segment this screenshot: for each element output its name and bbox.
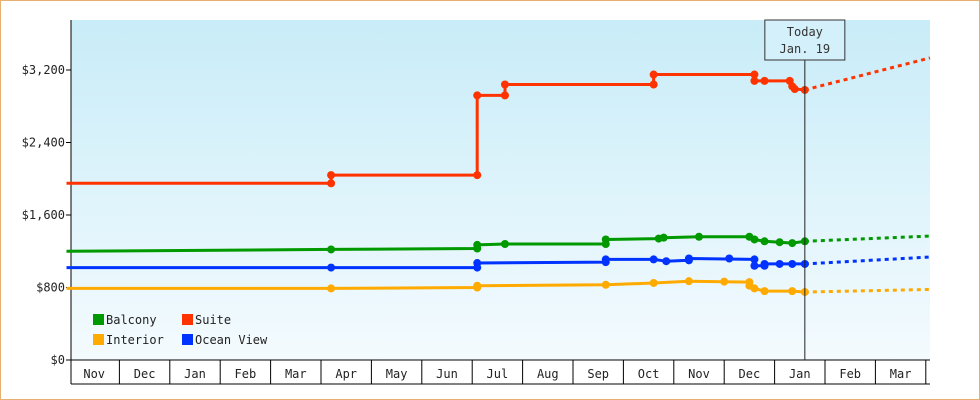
month-label: Dec [134, 367, 156, 381]
legend-item-ocean-view: Ocean View [182, 333, 268, 347]
legend-item-balcony: Balcony [93, 313, 157, 327]
data-point [649, 255, 658, 264]
data-point [788, 259, 797, 268]
month-label: Dec [739, 367, 761, 381]
data-point [750, 284, 759, 293]
data-point [601, 235, 610, 244]
data-point [473, 171, 482, 180]
data-point [473, 240, 482, 249]
data-point [775, 238, 784, 247]
data-point [659, 233, 668, 242]
month-label: May [386, 367, 408, 381]
data-point [327, 171, 336, 180]
data-point [790, 85, 799, 94]
data-point [327, 245, 336, 254]
data-point [684, 277, 693, 286]
data-point [775, 259, 784, 268]
month-label: Jan [184, 367, 206, 381]
legend-label: Balcony [106, 313, 157, 327]
data-point [500, 240, 509, 248]
series-balcony [66, 232, 809, 254]
data-point [725, 254, 734, 263]
data-point [720, 277, 729, 286]
data-point [760, 237, 769, 246]
month-label: Apr [335, 367, 357, 381]
data-point [760, 287, 769, 296]
data-point [750, 70, 759, 79]
legend-swatch [93, 314, 104, 325]
series-ocean-view [66, 254, 809, 272]
legend-item-suite: Suite [182, 313, 231, 327]
data-point [473, 91, 482, 100]
data-point [750, 76, 759, 85]
legend-swatch [182, 314, 193, 325]
y-tick-label: $1,600 [22, 208, 65, 222]
today-box [764, 19, 846, 61]
data-point [788, 287, 797, 296]
data-point [327, 263, 336, 272]
month-label: Nov [688, 367, 710, 381]
month-label: Feb [839, 367, 861, 381]
month-label: Nov [83, 367, 105, 381]
legend-item-interior: Interior [93, 333, 164, 347]
data-point [750, 235, 759, 244]
data-point [649, 80, 658, 89]
data-point [473, 259, 482, 268]
plot-background [71, 20, 930, 360]
legend: Balcony Suite Interior Ocean View [93, 313, 268, 347]
y-tick-label: $2,400 [22, 136, 65, 150]
y-tick-label: $3,200 [22, 63, 65, 77]
data-point [327, 284, 336, 293]
data-point [601, 255, 610, 264]
today-label: Today [787, 25, 823, 39]
month-label: Sep [587, 367, 609, 381]
forecast-line [804, 287, 931, 294]
x-axis: Nov Dec Jan Feb Mar Apr May Jun Jul Aug Sep Oct Nov D… [71, 359, 930, 385]
y-tick-label: $800 [36, 281, 65, 295]
data-point [500, 80, 509, 89]
legend-label: Interior [106, 333, 164, 347]
month-label: Jun [436, 367, 458, 381]
month-label: Oct [638, 367, 660, 381]
data-point [695, 232, 703, 241]
series-interior [66, 277, 809, 297]
forecast-line [804, 255, 931, 266]
legend-label: Ocean View [195, 333, 268, 347]
today-marker: Today Jan. 19 [764, 19, 846, 360]
data-point [684, 254, 693, 263]
y-tick-label: $0 [51, 353, 65, 367]
data-point [788, 239, 797, 248]
month-label: Jul [487, 367, 509, 381]
data-point [750, 255, 759, 264]
month-label: Jan [789, 367, 811, 381]
forecast-line [804, 234, 931, 243]
data-point [760, 259, 769, 268]
legend-swatch [93, 334, 104, 345]
data-point [649, 70, 658, 79]
month-label: Feb [235, 367, 257, 381]
data-point [649, 278, 658, 287]
series-lines [66, 70, 809, 297]
forecast-lines [804, 56, 931, 294]
series-suite [66, 70, 809, 188]
data-point [601, 280, 610, 289]
y-axis: $0 $800 $1,600 $2,400 $3,200 [22, 20, 72, 384]
month-label: Mar [890, 367, 912, 381]
data-point [473, 281, 482, 290]
month-label: Mar [285, 367, 307, 381]
data-point [662, 257, 671, 266]
legend-swatch [182, 334, 193, 345]
data-point [750, 261, 759, 270]
month-label: Aug [537, 367, 559, 381]
today-date: Jan. 19 [780, 42, 831, 56]
data-point [327, 179, 336, 188]
legend-label: Suite [195, 313, 231, 327]
forecast-line [804, 56, 931, 92]
data-point [760, 76, 769, 85]
data-point [500, 91, 509, 100]
